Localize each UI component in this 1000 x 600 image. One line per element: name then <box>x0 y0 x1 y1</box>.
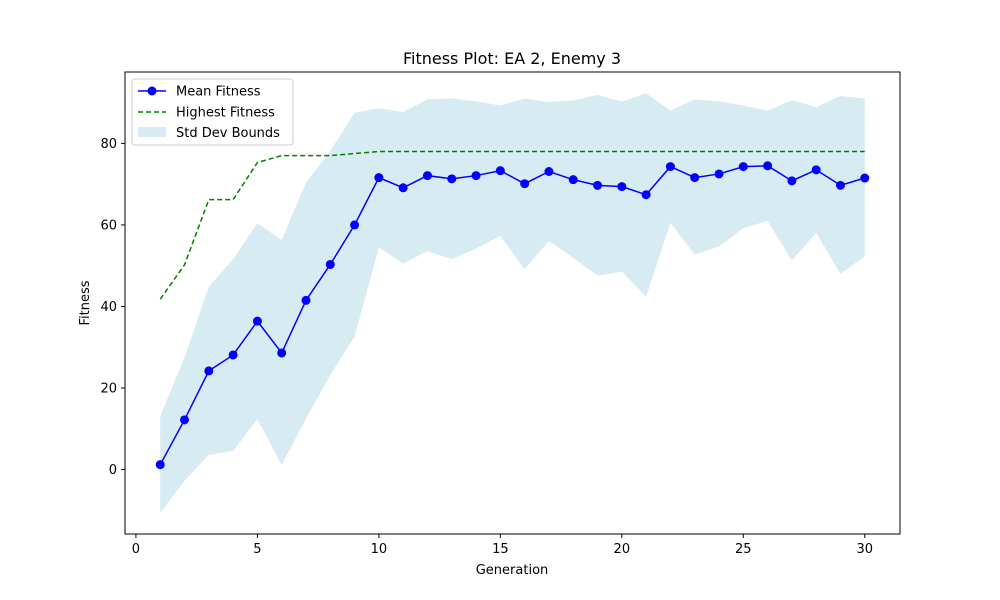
mean-fitness-point <box>495 166 505 176</box>
legend-label-band: Std Dev Bounds <box>176 126 280 141</box>
mean-fitness-point <box>641 190 651 200</box>
mean-fitness-point <box>204 366 214 376</box>
legend-box <box>131 78 294 146</box>
highest-fitness-line <box>159 150 865 300</box>
mean-fitness-point <box>763 161 773 171</box>
mean-fitness-point <box>787 176 797 186</box>
mean-fitness-point <box>374 173 384 183</box>
legend-band-swatch <box>138 127 166 137</box>
mean-fitness-point <box>155 460 165 470</box>
y-tick-label: 80 <box>100 137 117 152</box>
mean-fitness-point <box>617 182 627 192</box>
legend-mean-marker-swatch <box>147 86 157 96</box>
mean-fitness-point <box>568 175 578 185</box>
mean-fitness-point <box>811 165 821 175</box>
x-tick-label: 0 <box>132 542 140 557</box>
mean-fitness-point <box>325 259 335 269</box>
plot-frame <box>124 71 901 535</box>
std-dev-band <box>160 93 865 513</box>
x-tick-label: 25 <box>735 542 752 557</box>
chart-title: Fitness Plot: EA 2, Enemy 3 <box>403 49 621 68</box>
mean-fitness-point <box>593 180 603 190</box>
mean-fitness-point <box>398 183 408 193</box>
mean-fitness-point <box>252 316 262 326</box>
y-tick-label: 40 <box>100 300 117 315</box>
mean-fitness-point <box>738 162 748 172</box>
x-tick-label: 15 <box>492 542 509 557</box>
std-dev-band-layer <box>160 93 865 513</box>
mean-fitness-point <box>447 174 457 184</box>
mean-fitness-point <box>860 173 870 183</box>
y-tick-label: 60 <box>100 218 117 233</box>
mean-fitness-point <box>277 348 287 358</box>
mean-fitness-point <box>350 220 360 230</box>
mean-fitness-point <box>301 295 311 305</box>
legend-label-mean: Mean Fitness <box>176 85 261 100</box>
mean-fitness-point <box>690 173 700 183</box>
legend-label-highest: Highest Fitness <box>176 106 275 121</box>
mean-fitness-point <box>520 179 530 189</box>
x-axis-ticks: 0 5 10 15 20 25 30 <box>132 534 873 557</box>
mean-fitness-point <box>180 415 190 425</box>
y-axis-label: Fitness <box>78 280 93 325</box>
legend: Mean Fitness Highest Fitness Std Dev Bou… <box>131 78 294 146</box>
mean-fitness-point <box>544 167 554 176</box>
mean-fitness-point <box>471 171 481 181</box>
y-axis-ticks: 0 20 40 60 80 <box>100 137 125 478</box>
mean-fitness-point <box>665 162 675 172</box>
x-axis-label: Generation <box>476 563 549 578</box>
mean-fitness-point <box>835 180 845 190</box>
marker-layer <box>155 161 870 470</box>
y-tick-label: 20 <box>100 382 117 397</box>
mean-fitness-point <box>714 169 724 179</box>
mean-fitness-point <box>228 350 238 360</box>
mean-fitness-point <box>422 171 432 181</box>
x-tick-label: 10 <box>371 542 388 557</box>
x-tick-label: 5 <box>253 542 261 557</box>
x-tick-label: 20 <box>614 542 631 557</box>
x-tick-label: 30 <box>856 542 873 557</box>
y-tick-label: 0 <box>109 463 117 478</box>
